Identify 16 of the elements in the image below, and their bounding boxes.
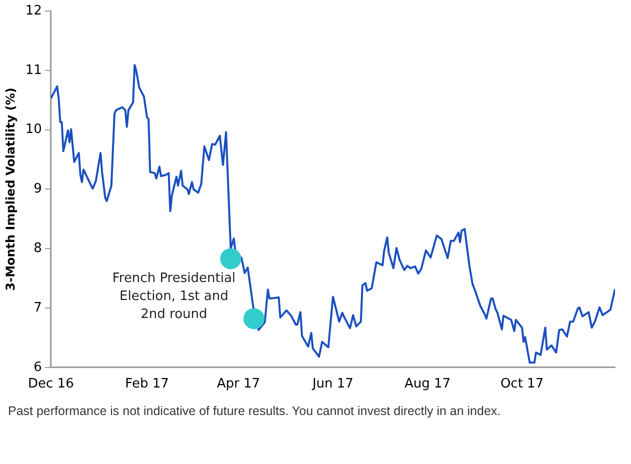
- y-axis-title: 3-Month Implied Volatility (%): [3, 88, 18, 291]
- text: Past performance is not indicative of future results. You cannot invest directly in an index.: [8, 403, 502, 420]
- x-tick-label: Apr 17: [216, 376, 260, 392]
- x-tick-label: Oct 17: [500, 376, 544, 392]
- y-tick-label: 12: [25, 3, 42, 18]
- x-tick-label: Jun 17: [311, 376, 354, 392]
- y-tick-label: 9: [34, 182, 42, 197]
- x-tick-label: Aug 17: [404, 376, 451, 392]
- y-tick-label: 7: [34, 300, 42, 316]
- annotation: French Presidential Election, 1st and 2nd round: [112, 271, 236, 322]
- y-tick-label: 6: [34, 360, 42, 375]
- y-tick-label: 8: [34, 240, 42, 256]
- y-tick-label: 10: [25, 122, 42, 138]
- y-tick-label: 11: [25, 62, 42, 78]
- x-tick-label: Dec 16: [28, 376, 74, 392]
- x-tick-label: Feb 17: [125, 376, 169, 392]
